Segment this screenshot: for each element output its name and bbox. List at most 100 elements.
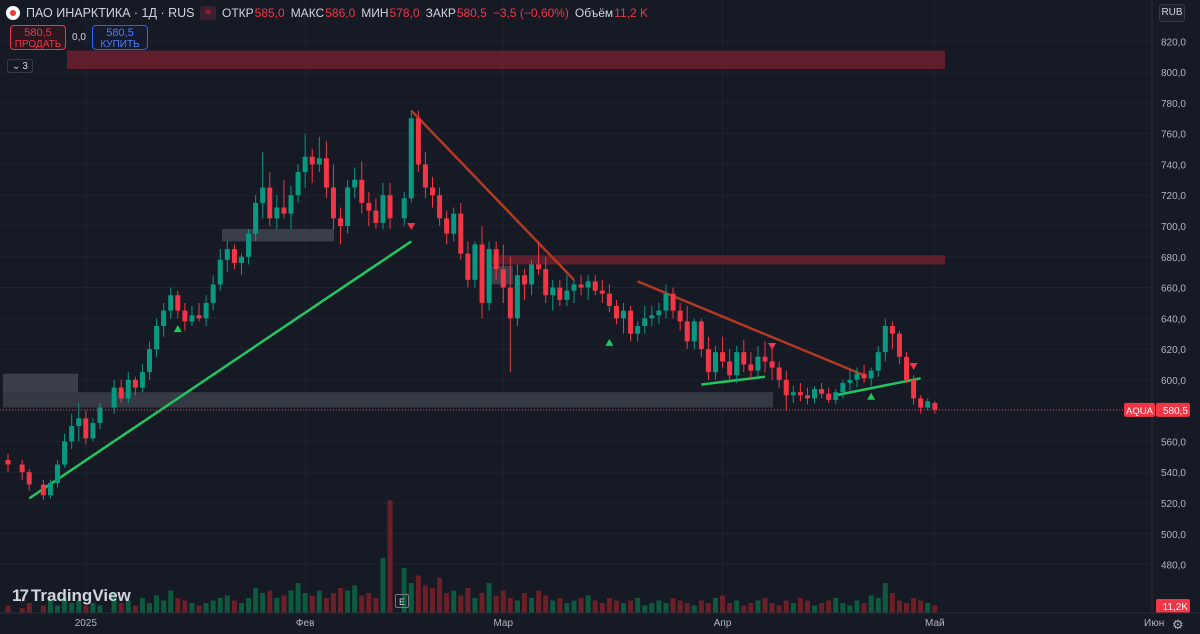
candle-body <box>486 249 492 303</box>
volume-bar <box>649 603 655 613</box>
volume-bar <box>288 590 294 613</box>
close-value: 580,5 <box>456 6 487 20</box>
candle-body <box>557 287 563 300</box>
candle-body <box>578 284 584 288</box>
candle-body <box>833 392 839 400</box>
sell-signal-marker <box>407 222 416 230</box>
volume-bar <box>97 605 103 613</box>
volume-bar <box>147 603 152 613</box>
candle-body <box>882 326 888 353</box>
trendline-support <box>28 240 412 500</box>
candle-body <box>238 256 244 263</box>
candle-body <box>613 306 619 319</box>
candle-body <box>854 373 860 380</box>
candle-body <box>224 249 230 260</box>
candle-body <box>465 253 471 280</box>
resistance-zone <box>488 255 945 265</box>
volume-bar <box>111 593 117 613</box>
gear-icon[interactable]: ⚙ <box>1172 617 1184 632</box>
candle-body <box>76 418 82 427</box>
candle-body <box>422 164 428 188</box>
volume-bar <box>663 603 669 613</box>
volume-bar <box>373 598 379 613</box>
volume-bar <box>465 588 471 613</box>
candle-body <box>147 349 152 373</box>
compare-pill[interactable]: ≈ <box>200 6 216 20</box>
candle-body <box>635 326 641 334</box>
candle-body <box>677 310 683 322</box>
volume-bar <box>182 600 188 613</box>
x-tick-label: Фев <box>296 618 314 629</box>
currency-select[interactable]: RUB <box>1159 4 1185 22</box>
volume-bar <box>366 593 372 613</box>
candle-body <box>19 464 25 473</box>
candle-body <box>741 352 747 365</box>
candle-body <box>507 287 513 319</box>
y-tick-label: 700,0 <box>1161 222 1186 233</box>
volume-bar <box>727 603 733 613</box>
candle-body <box>606 293 612 306</box>
volume-bar <box>536 590 542 613</box>
y-tick-label: 540,0 <box>1161 468 1186 479</box>
support-zone <box>488 265 513 285</box>
buy-signal-marker <box>867 392 876 400</box>
candle-body <box>889 326 895 334</box>
candle-body <box>97 407 103 423</box>
volume-bar <box>861 603 867 613</box>
candle-body <box>366 202 372 211</box>
symbol-title[interactable]: ПАО ИНАРКТИКА · 1Д · RUS <box>26 6 195 20</box>
candle-body <box>734 352 740 376</box>
last-price-label: 580,5 <box>1163 406 1188 417</box>
candle-body <box>904 356 910 380</box>
candle-body <box>444 218 450 234</box>
volume-bar <box>932 605 938 613</box>
volume-bar <box>812 605 818 613</box>
volume-bar <box>437 578 443 613</box>
tradingview-wordmark: TradingView <box>30 586 131 605</box>
earnings-event-marker[interactable]: E <box>395 594 409 608</box>
volume-bar <box>444 593 450 613</box>
y-tick-label: 560,0 <box>1161 437 1186 448</box>
volume-bar <box>691 605 697 613</box>
candle-body <box>521 275 527 285</box>
volume-bar <box>132 605 138 613</box>
last-volume-label: 11,2K <box>1163 602 1189 613</box>
tradingview-branding[interactable]: 17 TradingView <box>12 586 131 606</box>
candle-body <box>246 233 252 257</box>
volume-bar <box>635 598 641 613</box>
volume-bar <box>83 605 89 613</box>
volume-bar <box>125 600 131 613</box>
sell-button[interactable]: 580,5 ПРОДАТЬ <box>10 25 66 50</box>
buy-signal-marker <box>173 325 182 333</box>
candle-body <box>691 321 697 342</box>
candle-body <box>543 269 549 296</box>
volume-bar <box>338 588 344 613</box>
volume-bar <box>458 595 464 613</box>
volume-bar <box>62 598 68 613</box>
sell-label: ПРОДАТЬ <box>14 39 62 50</box>
candle-body <box>472 244 478 280</box>
buy-button[interactable]: 580,5 КУПИТЬ <box>92 25 148 50</box>
volume-bar <box>599 603 605 613</box>
candle-body <box>514 275 520 319</box>
volume-bar <box>684 603 690 613</box>
candle-body <box>529 264 535 285</box>
volume-bar <box>797 598 803 613</box>
indicators-toggle[interactable]: ⌄ 3 <box>7 59 33 73</box>
candle-body <box>875 352 881 371</box>
candle-body <box>274 207 280 219</box>
candle-body <box>125 379 131 399</box>
candle-body <box>401 198 407 219</box>
volume-bar <box>790 603 796 613</box>
volume-bar <box>323 598 329 613</box>
candle-body <box>408 118 414 199</box>
volume-bar <box>19 608 25 613</box>
candle-body <box>932 402 938 410</box>
x-tick-label: Мар <box>493 618 513 629</box>
volume-bar <box>359 595 365 613</box>
change-value: −3,5 (−0,60%) <box>492 6 569 20</box>
candle-body <box>840 382 846 393</box>
volume-bar <box>705 603 711 613</box>
